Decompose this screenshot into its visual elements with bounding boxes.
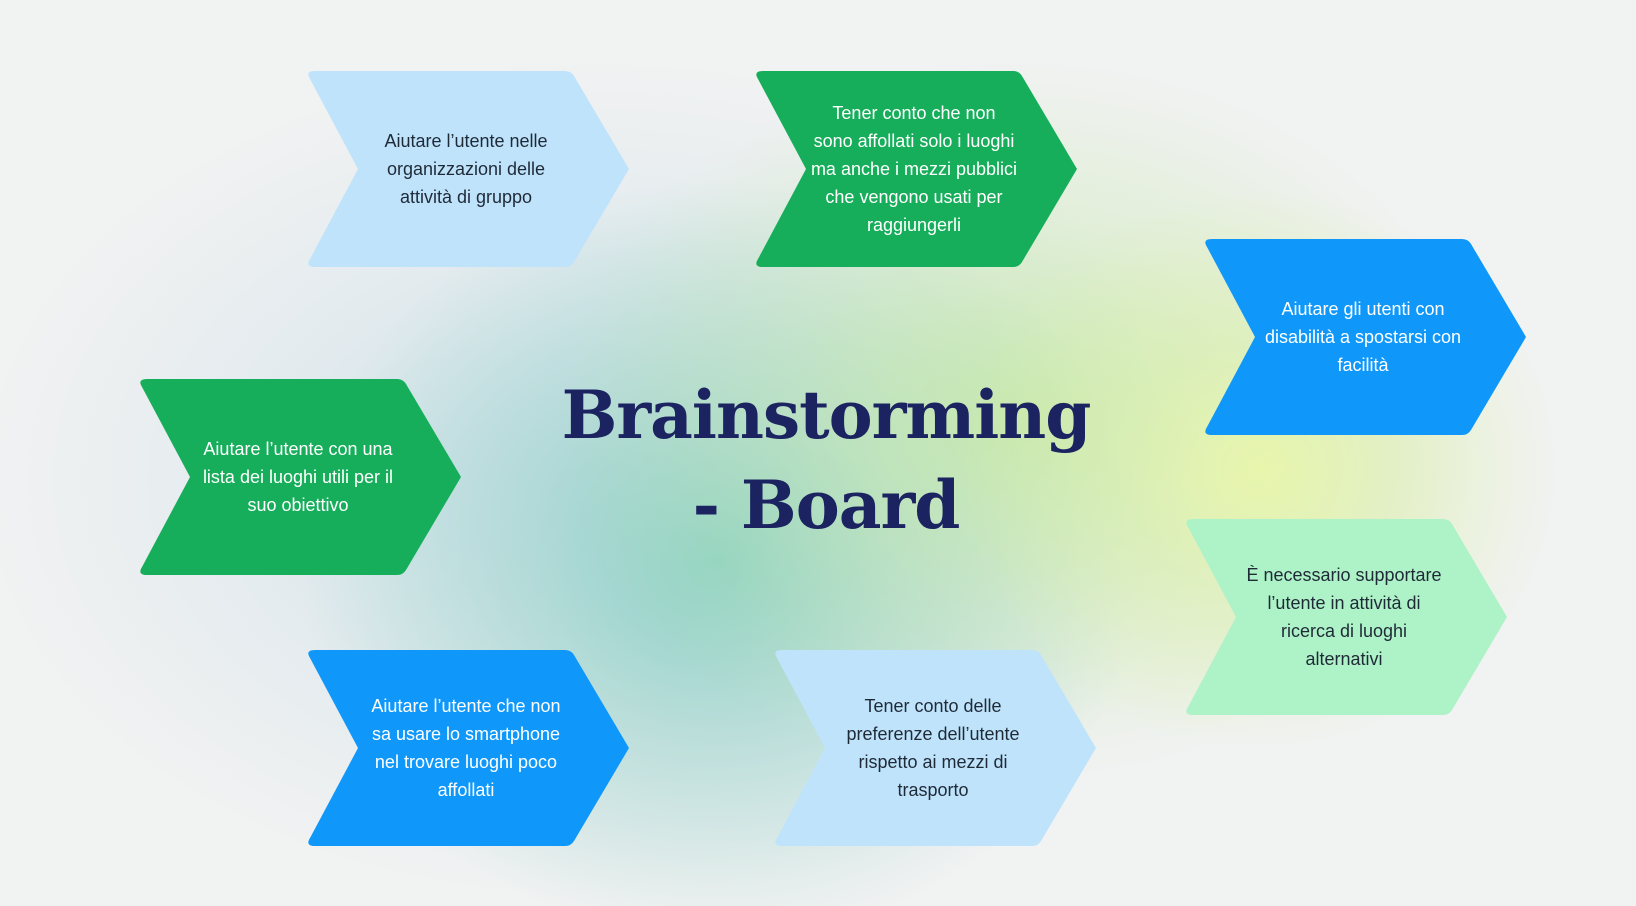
chevron-card-text: È necessario supportare l’utente in atti… <box>1246 565 1442 669</box>
chevron-card-lista-luoghi[interactable]: Aiutare l’utente con una lista dei luogh… <box>135 379 462 575</box>
chevron-card-text: Aiutare l’utente nelle organizzazioni de… <box>384 131 548 207</box>
chevron-card-organizzazione-gruppo[interactable]: Aiutare l’utente nelle organizzazioni de… <box>303 71 629 267</box>
chevron-card-smartphone[interactable]: Aiutare l’utente che non sa usare lo sma… <box>303 650 629 846</box>
chevron-shape <box>140 379 462 575</box>
chevron-card-text: Aiutare gli utenti con disabilità a spos… <box>1264 299 1462 375</box>
chevron-card-disabilita[interactable]: Aiutare gli utenti con disabilità a spos… <box>1200 239 1526 435</box>
board-title: Brainstorming - Board <box>560 370 1092 550</box>
chevron-shape <box>308 650 629 846</box>
chevron-card-text: Aiutare l’utente che non sa usare lo sma… <box>371 696 561 800</box>
chevron-shape <box>756 71 1077 267</box>
chevron-shape <box>308 71 629 267</box>
chevron-shape <box>775 650 1096 846</box>
board-title-line-1: Brainstorming <box>561 376 1092 454</box>
chevron-card-text: Aiutare l’utente con una lista dei luogh… <box>202 439 394 515</box>
chevron-card-text: Tener conto che non sono affollati solo … <box>810 103 1018 235</box>
chevron-card-luoghi-alternativi[interactable]: È necessario supportare l’utente in atti… <box>1181 519 1507 715</box>
chevron-card-text: Tener conto delle preferenze dell’utente… <box>846 696 1020 800</box>
board-title-line-2: - Board <box>692 466 961 544</box>
chevron-card-mezzi-pubblici[interactable]: Tener conto che non sono affollati solo … <box>751 71 1077 267</box>
chevron-card-preferenze-trasporto[interactable]: Tener conto delle preferenze dell’utente… <box>770 650 1096 846</box>
chevron-shape <box>1186 519 1507 715</box>
chevron-shape <box>1205 239 1526 435</box>
